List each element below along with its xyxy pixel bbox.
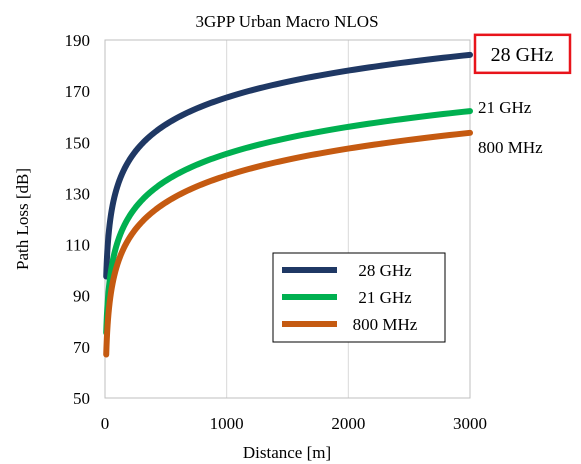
y-axis-label: Path Loss [dB] xyxy=(13,168,32,270)
series-line-0 xyxy=(103,51,473,280)
end-label: 800 MHz xyxy=(478,138,543,157)
series-end-labels: 28 GHz 21 GHz 800 MHz xyxy=(473,33,572,157)
end-label-box xyxy=(473,33,572,75)
chart-title: 3GPP Urban Macro NLOS xyxy=(195,12,378,31)
x-axis-label: Distance [m] xyxy=(243,443,331,462)
y-tick-label: 170 xyxy=(65,82,91,101)
x-tick-label: 3000 xyxy=(453,414,487,433)
y-tick-label: 50 xyxy=(73,389,90,408)
y-tick-label: 90 xyxy=(73,287,90,306)
y-tick-label: 70 xyxy=(73,338,90,357)
end-label: 21 GHz xyxy=(478,98,532,117)
plot-area-border xyxy=(104,39,471,399)
y-axis-ticks: 50 70 90 110 130 150 170 190 xyxy=(65,31,91,408)
series-line-2 xyxy=(103,129,473,358)
x-axis-ticks: 0 1000 2000 3000 xyxy=(101,414,487,433)
legend-label: 21 GHz xyxy=(358,288,412,307)
series-lines xyxy=(103,51,473,358)
x-tick-label: 1000 xyxy=(210,414,244,433)
legend-label: 28 GHz xyxy=(358,261,412,280)
y-tick-label: 190 xyxy=(65,31,91,50)
end-label: 28 GHz xyxy=(491,44,554,66)
y-tick-label: 130 xyxy=(65,184,91,203)
legend-label: 800 MHz xyxy=(353,315,418,334)
x-tick-label: 2000 xyxy=(331,414,365,433)
y-tick-label: 110 xyxy=(65,236,90,255)
x-tick-label: 0 xyxy=(101,414,110,433)
legend: 28 GHz 21 GHz 800 MHz xyxy=(272,252,446,343)
y-tick-label: 150 xyxy=(65,133,91,152)
